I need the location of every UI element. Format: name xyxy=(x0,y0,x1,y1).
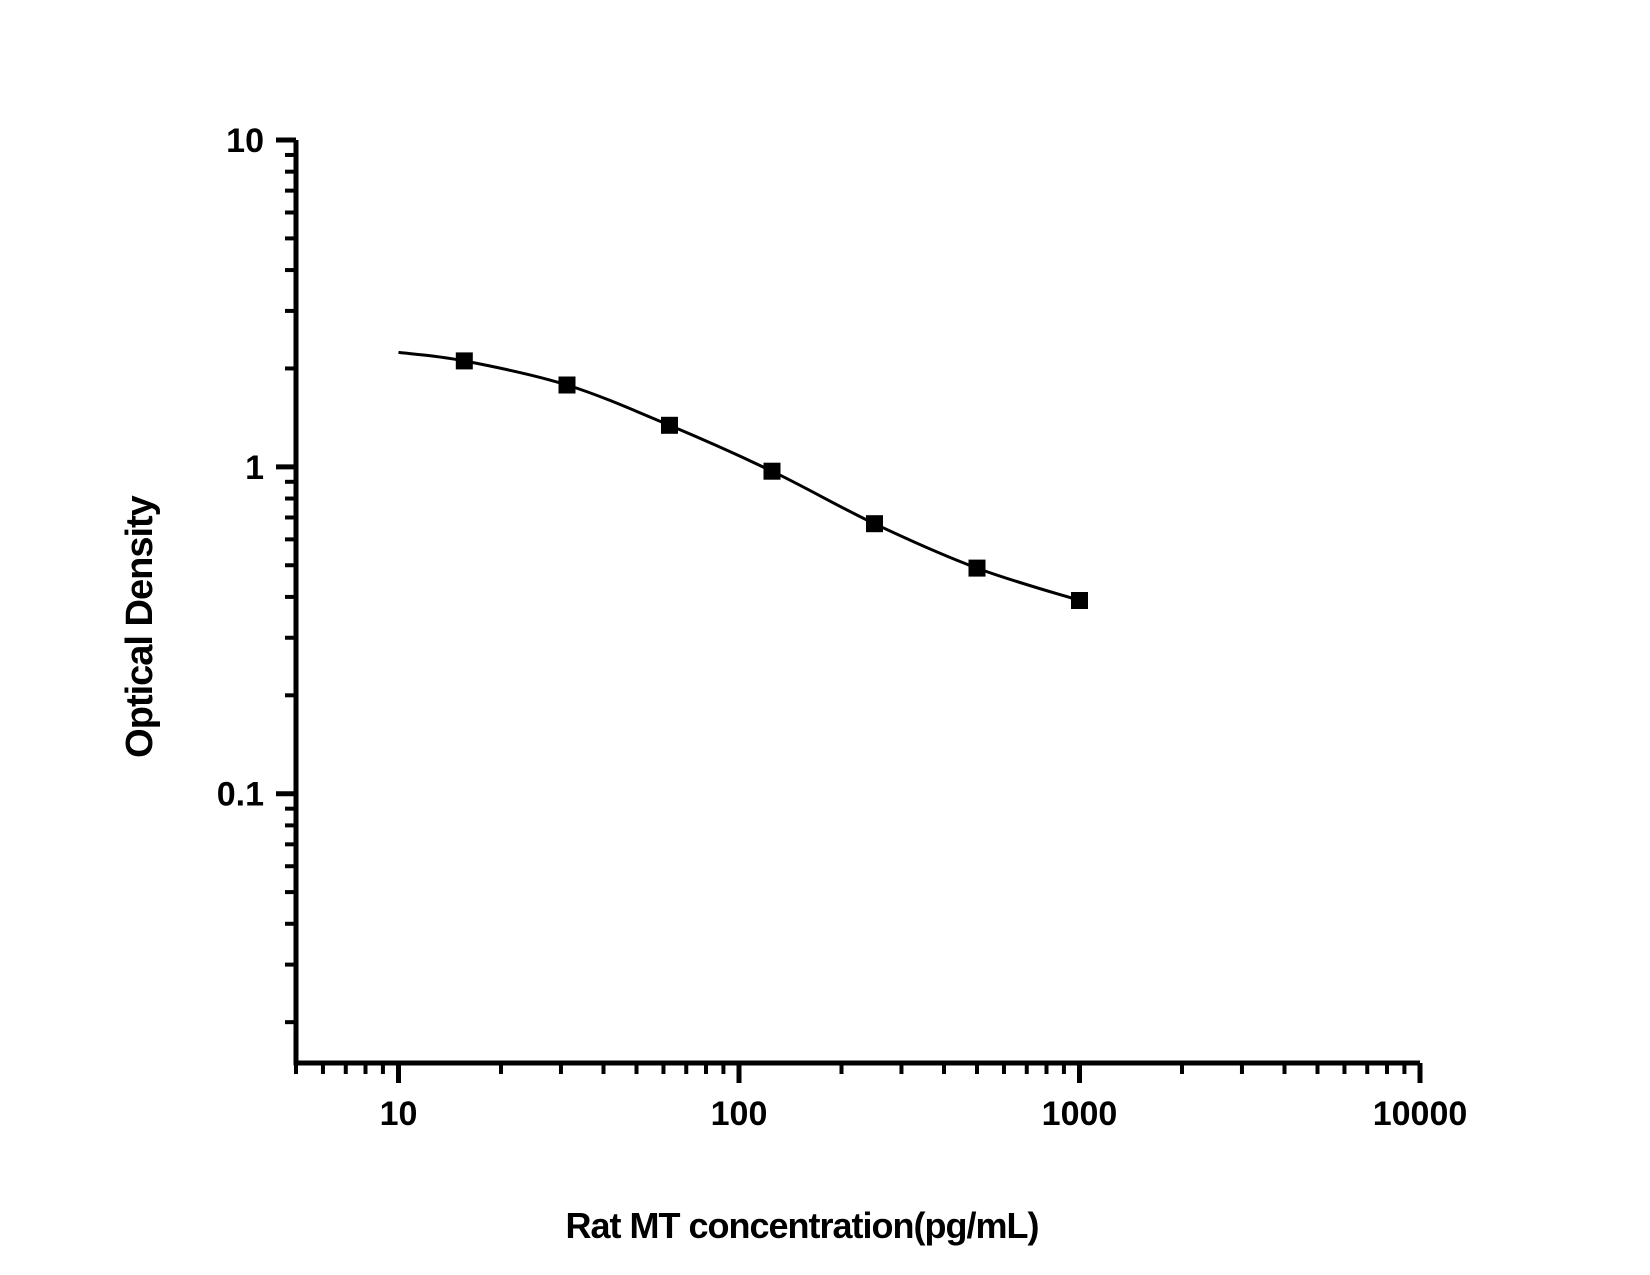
axis-tick-labels: 10 100 1000 10000 0.1 1 10 xyxy=(217,122,1468,1133)
data-point-markers xyxy=(455,352,1088,609)
y-tick-label: 10 xyxy=(226,122,264,160)
data-point-marker xyxy=(558,376,576,394)
x-tick-label: 10000 xyxy=(1373,1095,1468,1133)
data-point-marker xyxy=(968,559,986,577)
data-point-marker xyxy=(661,416,678,434)
x-axis-title: Rat MT concentration(pg/mL) xyxy=(566,1205,1039,1246)
y-axis-title: Optical Density xyxy=(119,495,161,757)
data-point-marker xyxy=(1071,592,1088,609)
data-point-marker xyxy=(763,462,781,480)
x-tick-label: 10 xyxy=(380,1095,418,1133)
y-tick-label: 0.1 xyxy=(217,776,264,814)
x-tick-label: 1000 xyxy=(1042,1095,1118,1133)
y-tick-label: 1 xyxy=(245,449,264,487)
data-point-marker xyxy=(866,515,883,533)
data-point-marker xyxy=(455,352,473,370)
axis-ticks xyxy=(276,137,1423,1083)
x-tick-label: 100 xyxy=(711,1095,768,1133)
axis-frame xyxy=(293,140,1420,1066)
